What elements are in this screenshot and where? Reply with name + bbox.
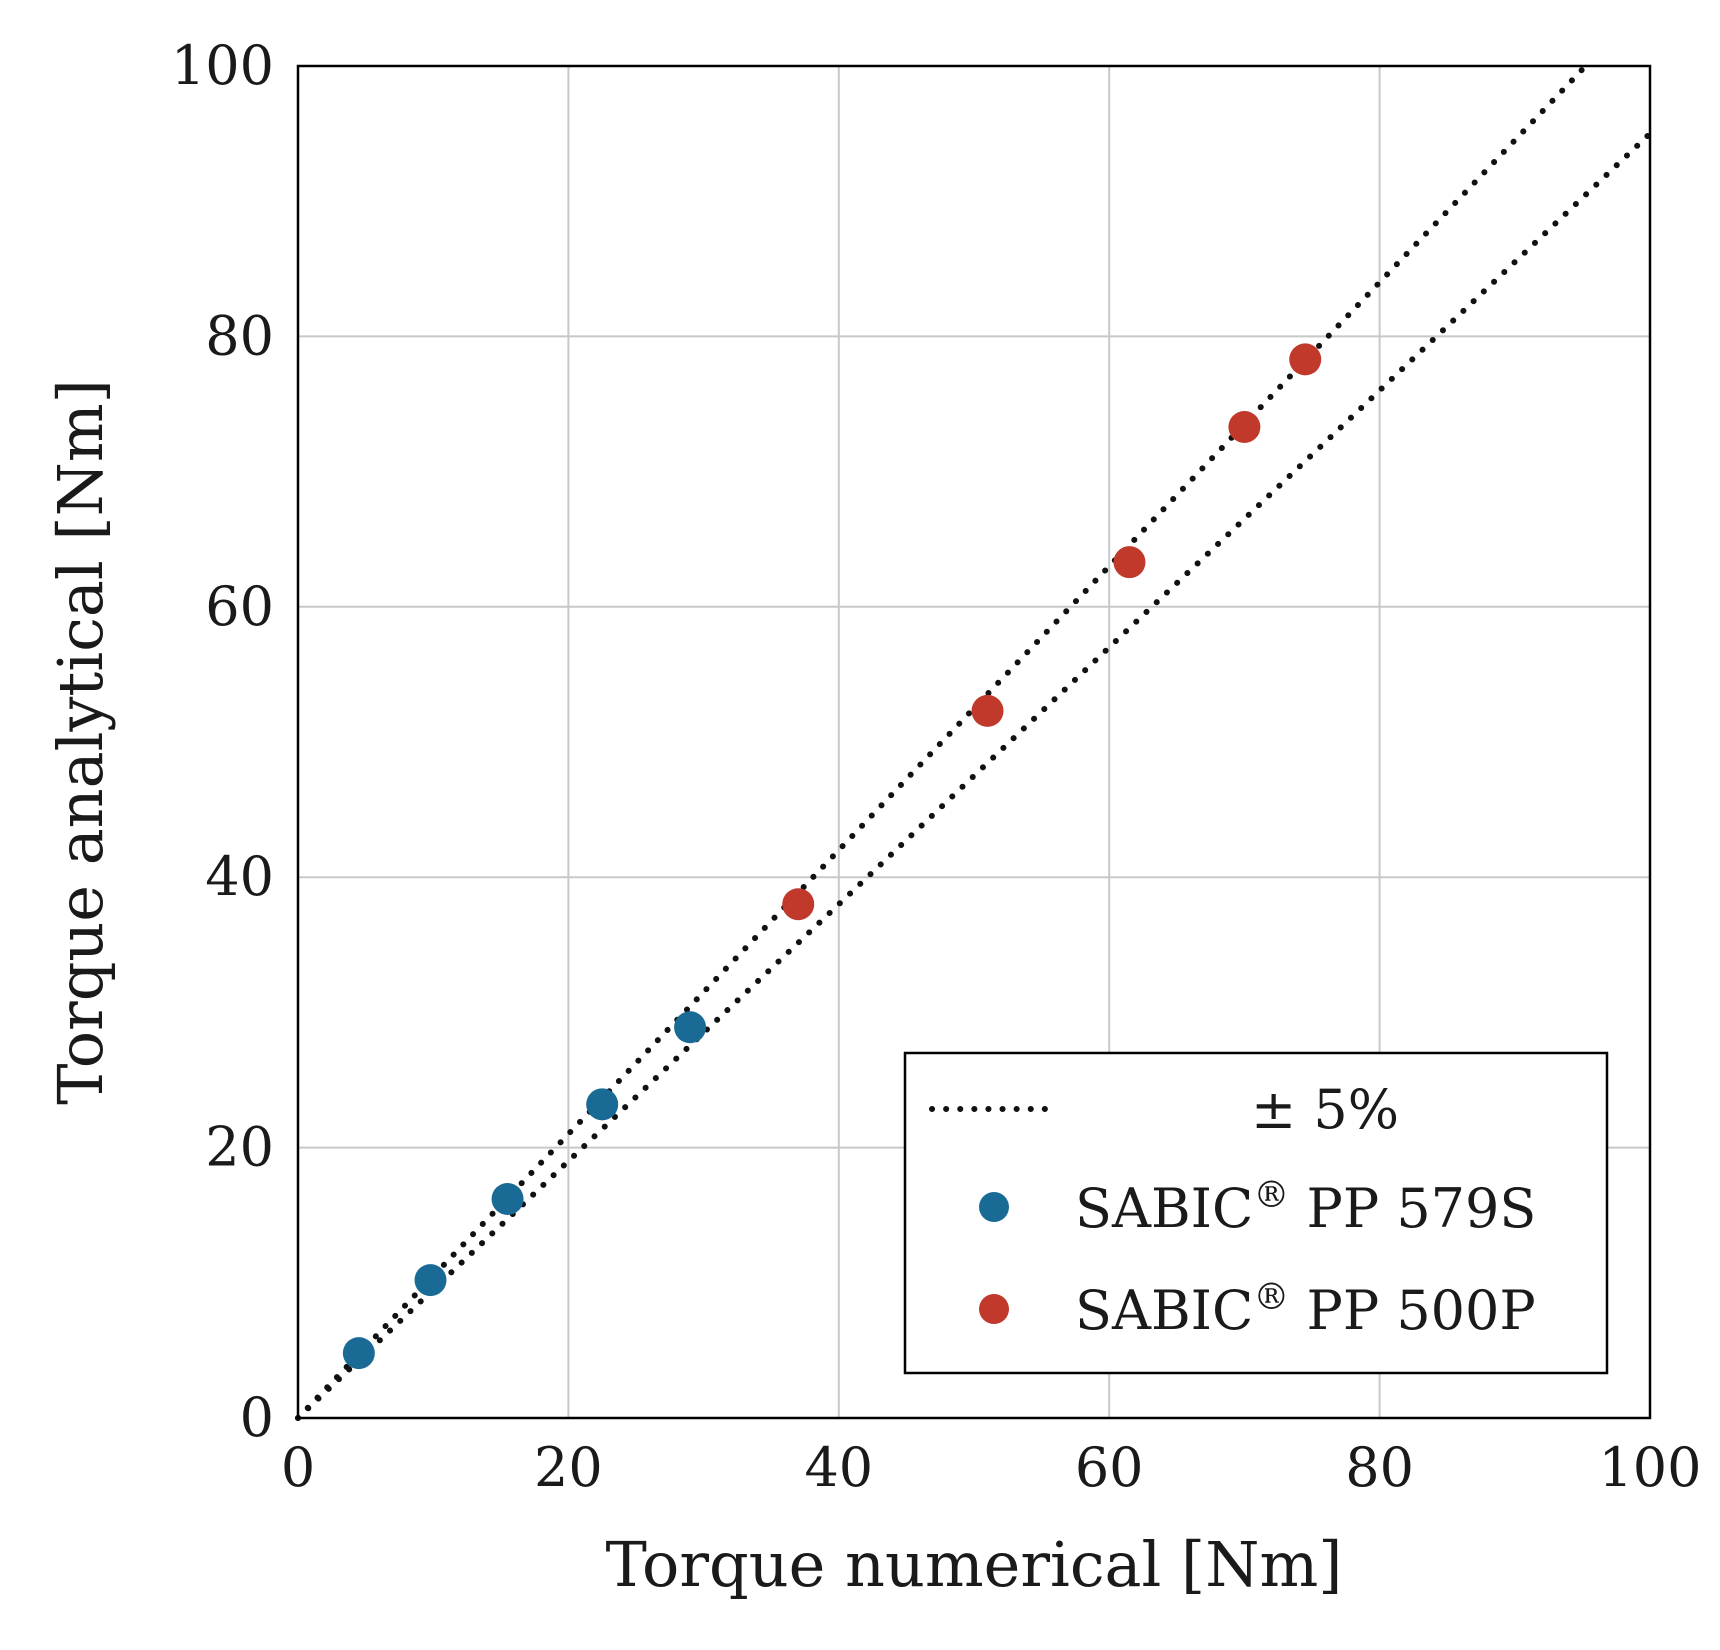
legend-label-pp-500p: SABIC® PP 500P [1075,1277,1536,1342]
legend-label-pp-579s-grade: PP 579S [1289,1177,1536,1240]
legend-label-pp-579s: SABIC® PP 579S [1075,1175,1536,1240]
point-series-1-4 [1289,343,1322,376]
legend-label-pp-500p-registered: ® [1253,1277,1289,1318]
y-tick-label-3: 60 [205,575,274,638]
band-line-lower [295,130,1653,1421]
y-tick-label-1: 20 [205,1116,274,1179]
legend-swatch-pp-500p [979,1294,1009,1324]
legend-label-pp-500p-brand: SABIC [1075,1279,1253,1342]
legend-label-pp-579s-brand: SABIC [1075,1177,1253,1240]
x-tick-label-1: 20 [534,1436,603,1499]
point-series-0-0 [342,1337,375,1370]
y-tick-label-5: 100 [171,34,274,97]
y-tick-label-0: 0 [240,1386,274,1449]
legend-label-pp-500p-grade: PP 500P [1289,1279,1535,1342]
legend-box [903,1051,1609,1375]
plot-frame [296,64,1652,1420]
legend: ± 5% SABIC® PP 579S SABIC® PP 500P [903,1051,1609,1375]
legend-swatch-pp-579s [979,1192,1009,1222]
x-tick-label-3: 60 [1075,1436,1144,1499]
y-tick-label-4: 80 [205,304,274,367]
x-tick-label-2: 40 [804,1436,873,1499]
point-series-0-4 [674,1011,707,1044]
point-series-1-0 [782,888,815,921]
point-series-1-2 [1113,546,1146,579]
legend-label-pp-579s-registered: ® [1253,1175,1289,1216]
y-tick-label-2: 40 [205,845,274,908]
point-series-1-1 [971,694,1004,727]
point-series-1-3 [1228,410,1261,443]
point-series-0-1 [414,1264,447,1297]
y-axis-tick-labels: 0 20 40 60 80 100 [171,34,274,1449]
x-tick-label-5: 100 [1598,1436,1701,1499]
x-tick-label-4: 80 [1345,1436,1414,1499]
x-axis-tick-labels: 0 20 40 60 80 100 [281,1436,1702,1499]
point-series-0-2 [491,1182,524,1215]
x-axis-title: Torque numerical [Nm] [606,1528,1343,1601]
y-axis-title: Torque analytical [Nm] [44,379,117,1105]
legend-band-label: ± 5% [1251,1078,1399,1141]
x-tick-label-0: 0 [281,1436,315,1499]
point-series-0-3 [586,1088,619,1121]
data-points [342,343,1322,1370]
